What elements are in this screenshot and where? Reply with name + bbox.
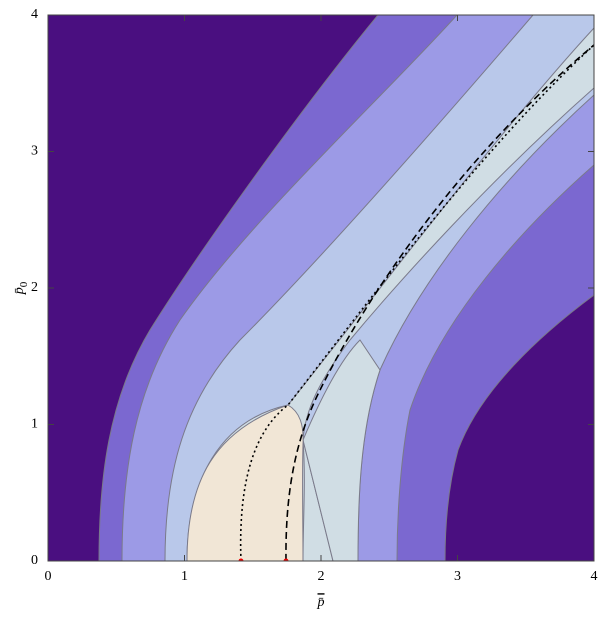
dashed-curve — [285, 44, 594, 561]
y-tick-label: 3 — [31, 144, 38, 159]
contour-region — [186, 404, 304, 561]
contour-plot — [48, 15, 594, 561]
dotted-curve — [239, 44, 594, 561]
y-axis-label: p̄0 — [12, 281, 29, 295]
y-tick-label: 2 — [31, 280, 38, 295]
x-tick-label: 4 — [591, 569, 598, 584]
y-tick-label: 4 — [31, 7, 38, 22]
x-axis-label: p̄ — [317, 595, 325, 610]
y-tick-label: 0 — [31, 553, 38, 568]
y-tick-label: 1 — [31, 417, 38, 432]
x-tick-label: 1 — [181, 569, 188, 584]
x-tick-label: 2 — [318, 569, 325, 584]
marker — [238, 558, 244, 561]
marker — [283, 558, 289, 561]
y-axis-label-base: p̄ — [12, 287, 27, 295]
x-tick-label: 3 — [454, 569, 461, 584]
contour-region — [302, 339, 381, 561]
x-tick-label: 0 — [45, 569, 52, 584]
y-axis-label-subscript: 0 — [18, 281, 30, 287]
